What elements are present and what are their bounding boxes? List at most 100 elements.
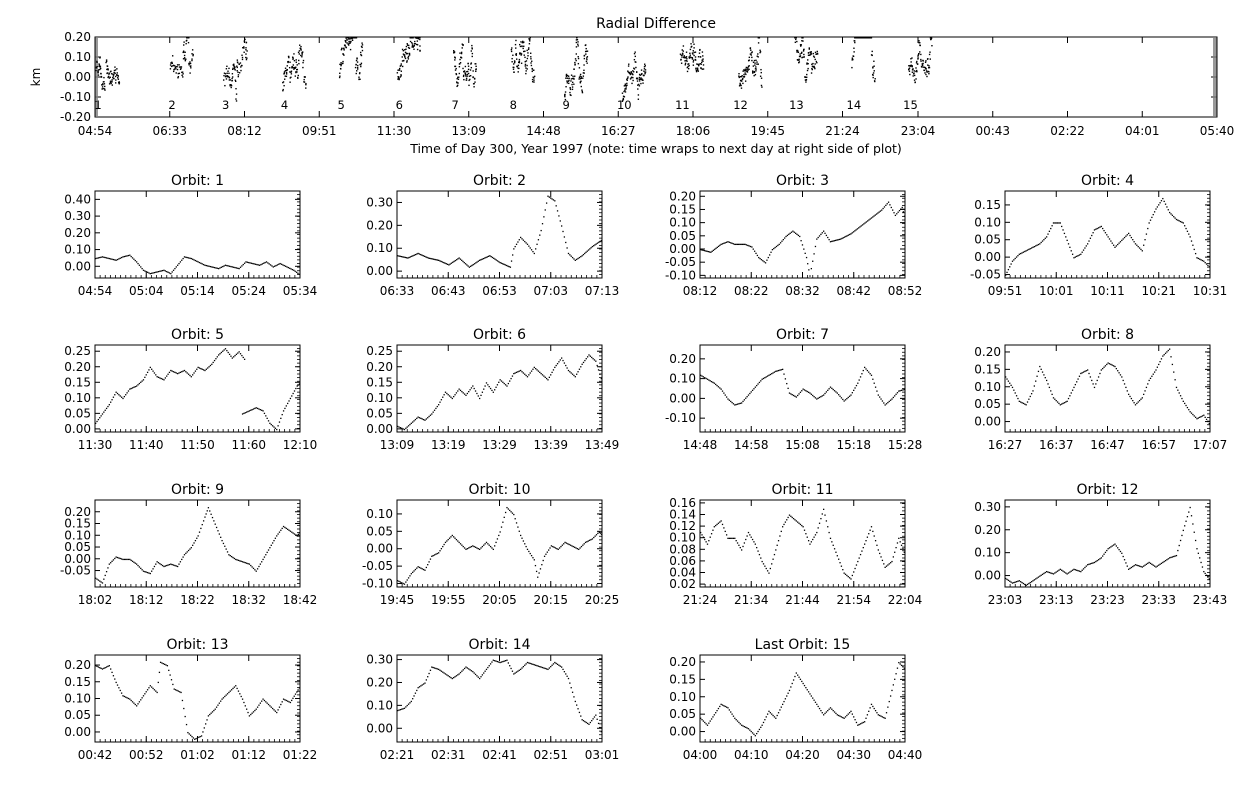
orbit-data-point: [99, 580, 101, 582]
orbit-data-point: [704, 377, 706, 379]
orbit-data-point: [880, 556, 882, 558]
orbit-data-point: [586, 356, 589, 358]
overview-data-point: [799, 53, 801, 55]
overview-data-point: [910, 61, 912, 63]
orbit-x-tick-label: 16:57: [1141, 438, 1176, 452]
overview-data-point: [469, 69, 472, 71]
orbit-data-point: [1078, 375, 1081, 377]
overview-data-point: [179, 68, 182, 71]
overview-data-point: [182, 51, 184, 54]
overview-data-point: [358, 76, 360, 78]
orbit-data-point: [485, 382, 488, 384]
overview-data-point: [113, 77, 115, 80]
overview-data-point: [697, 56, 700, 58]
orbit-x-tick-label: 20:25: [585, 593, 620, 607]
orbit-data-point: [797, 521, 799, 523]
orbit-data-point: [448, 537, 451, 539]
orbit-data-point: [836, 392, 838, 394]
orbit-x-tick-label: 15:18: [836, 438, 871, 452]
overview-data-point: [190, 65, 192, 67]
orbit-data-point: [187, 257, 190, 259]
orbit-data-point: [161, 662, 163, 664]
orbit-data-point: [1141, 397, 1143, 399]
overview-data-point: [807, 59, 809, 61]
orbit-data-point: [112, 559, 115, 561]
orbit-data-point: [700, 249, 702, 251]
orbit-data-point: [458, 388, 460, 390]
orbit-data-point: [1033, 385, 1035, 387]
orbit-data-point: [865, 540, 867, 542]
overview-title: Radial Difference: [596, 16, 716, 32]
overview-data-point: [514, 61, 516, 63]
orbit-data-point: [855, 564, 858, 566]
orbit-data-point: [705, 541, 707, 543]
orbit-data-point: [787, 387, 789, 390]
orbit-data-point: [721, 390, 724, 392]
orbit-data-point: [712, 381, 714, 384]
orbit-y-tick-label: 0.00: [974, 569, 1001, 583]
orbit-data-point: [250, 713, 252, 716]
overview-data-point: [577, 41, 579, 43]
overview-data-point: [526, 57, 529, 60]
orbit-data-point: [277, 709, 279, 711]
orbit-y-tick-label: 0.15: [64, 675, 91, 689]
orbit-y-tick-label: -0.10: [665, 411, 696, 425]
overview-data-point: [569, 87, 571, 89]
overview-data-point: [854, 37, 856, 39]
overview-data-point: [284, 75, 286, 77]
orbit-data-point: [779, 369, 781, 371]
orbit-data-point: [828, 238, 830, 241]
orbit-data-point: [850, 578, 852, 580]
orbit-data-point: [561, 357, 563, 359]
overview-data-point: [234, 79, 237, 81]
orbit-data-point: [1111, 364, 1113, 366]
orbit-y-tick-label: 0.15: [366, 375, 393, 389]
orbit-data-point: [265, 701, 267, 703]
orbit-data-point: [599, 532, 602, 534]
orbit-data-point: [701, 534, 703, 536]
orbit-data-point: [229, 555, 231, 557]
overview-data-point: [458, 76, 460, 78]
orbit-data-point: [484, 385, 486, 387]
orbit-data-point: [425, 256, 427, 258]
overview-data-point: [360, 54, 363, 57]
overview-data-point: [292, 66, 294, 69]
overview-data-point: [575, 53, 578, 55]
orbit-data-point: [222, 697, 225, 699]
orbit-data-point: [511, 512, 514, 514]
orbit-data-point: [418, 253, 421, 255]
overview-data-point: [471, 47, 473, 49]
overview-data-point: [685, 59, 687, 62]
orbit-x-tick-label: 15:08: [785, 438, 820, 452]
orbit-data-point: [514, 245, 516, 248]
orbit-data-point: [529, 247, 531, 249]
overview-data-point: [643, 68, 646, 70]
overview-data-point: [753, 71, 756, 74]
overview-data-point: [288, 56, 290, 59]
overview-data-point: [510, 50, 513, 53]
overview-data-point: [467, 70, 469, 73]
overview-data-point: [469, 75, 472, 77]
overview-data-point: [289, 77, 291, 79]
orbit-data-point: [278, 263, 280, 265]
orbit-data-point: [174, 267, 176, 270]
orbit-data-point: [894, 551, 896, 553]
orbit-data-point: [168, 563, 171, 566]
overview-data-point: [238, 63, 241, 66]
orbit-data-point: [291, 531, 293, 533]
orbit-data-point: [864, 543, 866, 545]
orbit-x-tick-label: 00:42: [78, 748, 113, 762]
orbit-data-point: [277, 533, 279, 535]
orbit-data-point: [574, 376, 576, 378]
overview-data-point: [691, 52, 694, 54]
orbit-data-point: [772, 558, 774, 560]
overview-data-point: [355, 59, 358, 62]
orbit-data-point: [892, 396, 894, 399]
overview-data-point: [518, 58, 521, 61]
overview-data-point: [339, 75, 341, 77]
overview-data-point: [472, 70, 474, 72]
orbit-data-point: [715, 524, 717, 527]
orbit-data-point: [728, 537, 730, 539]
overview-data-point: [808, 54, 811, 56]
overview-data-point: [627, 70, 629, 72]
